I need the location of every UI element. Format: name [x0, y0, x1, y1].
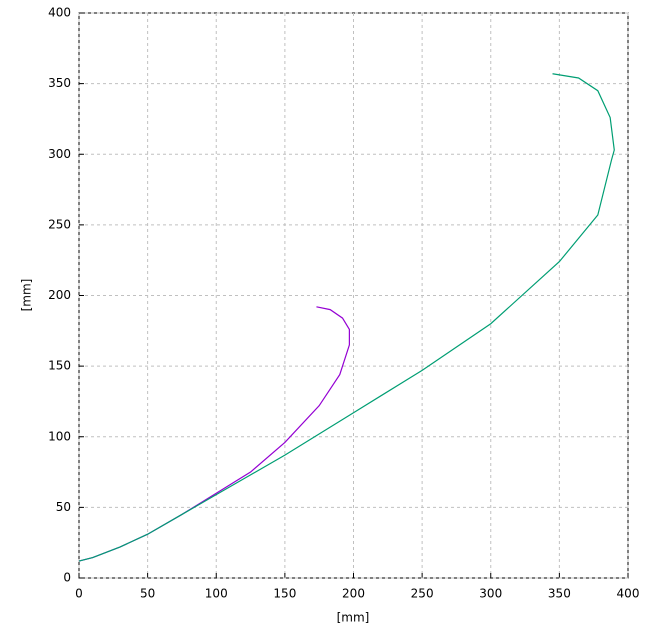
series-line [78, 306, 350, 562]
x-tick-label: 200 [342, 587, 365, 601]
x-axis-label: [mm] [337, 611, 370, 625]
y-tick-label: 0 [63, 571, 71, 585]
x-tick-label: 400 [617, 587, 640, 601]
y-tick-label: 150 [48, 359, 71, 373]
y-tick-label: 100 [48, 429, 71, 443]
x-tick-label: 350 [548, 587, 571, 601]
y-tick-label: 200 [48, 288, 71, 302]
x-tick-label: 0 [75, 587, 83, 601]
series-line [78, 73, 615, 562]
y-tick-label: 350 [48, 76, 71, 90]
x-tick-label: 50 [140, 587, 155, 601]
x-tick-label: 250 [411, 587, 434, 601]
y-axis-label: [mm] [20, 279, 34, 312]
x-tick-label: 150 [273, 587, 296, 601]
y-tick-label: 250 [48, 217, 71, 231]
y-tick-label: 50 [56, 500, 71, 514]
x-tick-label: 100 [205, 587, 228, 601]
y-tick-label: 300 [48, 147, 71, 161]
x-tick-label: 300 [479, 587, 502, 601]
y-tick-label: 400 [48, 6, 71, 20]
